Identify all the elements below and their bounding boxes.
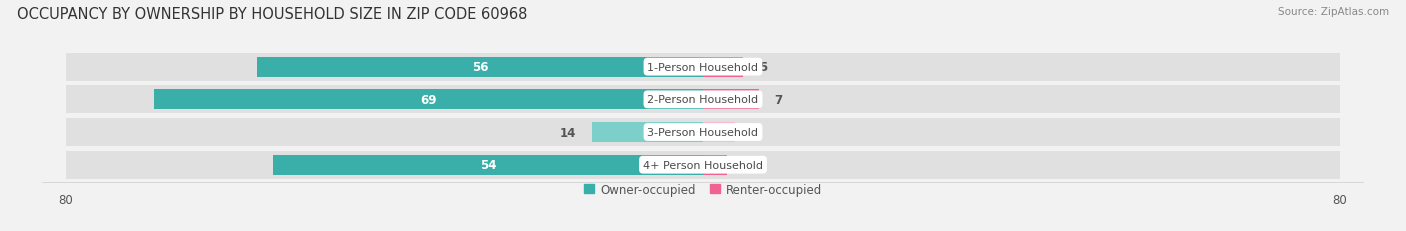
Text: 2-Person Household: 2-Person Household [647, 95, 759, 105]
Bar [66, 86, 1340, 114]
Bar [703, 57, 742, 77]
Bar [703, 155, 727, 175]
Text: 3-Person Household: 3-Person Household [648, 128, 758, 137]
Bar [66, 151, 1340, 179]
Text: 5: 5 [759, 61, 768, 74]
Text: 69: 69 [420, 93, 437, 106]
Text: Source: ZipAtlas.com: Source: ZipAtlas.com [1278, 7, 1389, 17]
Legend: Owner-occupied, Renter-occupied: Owner-occupied, Renter-occupied [579, 178, 827, 201]
Text: 54: 54 [479, 158, 496, 171]
Text: 7: 7 [775, 93, 783, 106]
Bar [257, 57, 703, 77]
Bar [66, 119, 1340, 146]
Bar [153, 90, 703, 110]
Text: 3: 3 [742, 158, 751, 171]
Bar [273, 155, 703, 175]
Text: 56: 56 [472, 61, 488, 74]
Text: 4+ Person Household: 4+ Person Household [643, 160, 763, 170]
Bar [703, 122, 735, 143]
Text: 14: 14 [560, 126, 575, 139]
Text: OCCUPANCY BY OWNERSHIP BY HOUSEHOLD SIZE IN ZIP CODE 60968: OCCUPANCY BY OWNERSHIP BY HOUSEHOLD SIZE… [17, 7, 527, 22]
Bar [592, 122, 703, 143]
Text: 0: 0 [751, 126, 759, 139]
Bar [703, 90, 759, 110]
Bar [66, 54, 1340, 81]
Text: 1-Person Household: 1-Person Household [648, 62, 758, 72]
